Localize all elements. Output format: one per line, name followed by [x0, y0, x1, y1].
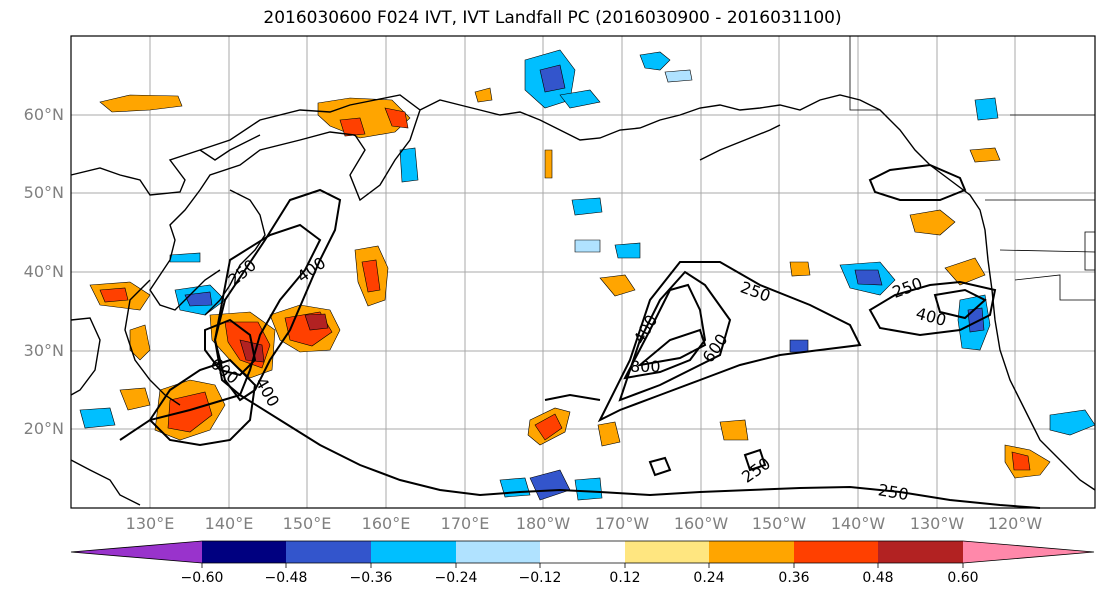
colorbar-swatch — [371, 541, 456, 563]
contour-label: 800 — [630, 357, 661, 376]
colorbar-tick-label: 0.60 — [947, 570, 979, 586]
colorbar-swatch — [286, 541, 371, 563]
ivt-contours — [119, 163, 1041, 509]
colorbar-swatch — [963, 541, 1094, 563]
lon-tick-label: 160°W — [673, 514, 729, 533]
colorbar — [70, 540, 1095, 568]
lon-tick-label: 170°W — [594, 514, 650, 533]
lat-tick-label: 30°N — [23, 341, 64, 360]
lon-tick-label: 140°E — [204, 514, 254, 533]
lon-tick-label: 130°E — [125, 514, 175, 533]
colorbar-swatch — [456, 541, 540, 563]
pc-shading — [79, 49, 1096, 501]
lat-tick-label: 20°N — [23, 419, 64, 438]
lon-tick-label: 140°W — [830, 514, 886, 533]
colorbar-swatch — [202, 541, 286, 563]
lon-tick-label: 180°W — [515, 514, 571, 533]
colorbar-swatch — [625, 541, 709, 563]
colorbar-tick-label: −0.60 — [180, 570, 224, 586]
colorbar-swatch — [878, 541, 963, 563]
colorbar-tick-label: −0.36 — [349, 570, 393, 586]
colorbar-tick-label: −0.12 — [518, 570, 562, 586]
lat-tick-label: 60°N — [23, 105, 64, 124]
lon-tick-label: 160°E — [361, 514, 411, 533]
lat-tick-label: 50°N — [23, 183, 64, 202]
lon-tick-label: 150°E — [282, 514, 332, 533]
graticule — [71, 36, 1095, 508]
colorbar-tick-label: 0.24 — [693, 570, 725, 586]
colorbar-tick-label: 0.48 — [862, 570, 894, 586]
lon-tick-label: 170°E — [440, 514, 490, 533]
colorbar-tick-label: 0.36 — [778, 570, 810, 586]
lon-tick-label: 150°W — [751, 514, 807, 533]
page-title: 2016030600 F024 IVT, IVT Landfall PC (20… — [263, 8, 842, 28]
colorbar-tick-label: −0.48 — [264, 570, 308, 586]
colorbar-swatch — [709, 541, 794, 563]
colorbar-swatch — [794, 541, 878, 563]
colorbar-tick-label: −0.24 — [434, 570, 478, 586]
map-border — [70, 35, 1096, 509]
lat-tick-label: 40°N — [23, 262, 64, 281]
colorbar-swatch — [540, 541, 625, 563]
colorbar-tick-label: 0.12 — [609, 570, 641, 586]
colorbar-swatch — [71, 541, 202, 563]
lon-tick-label: 130°W — [909, 514, 965, 533]
coastlines — [70, 94, 1096, 506]
lon-tick-label: 120°W — [987, 514, 1043, 533]
